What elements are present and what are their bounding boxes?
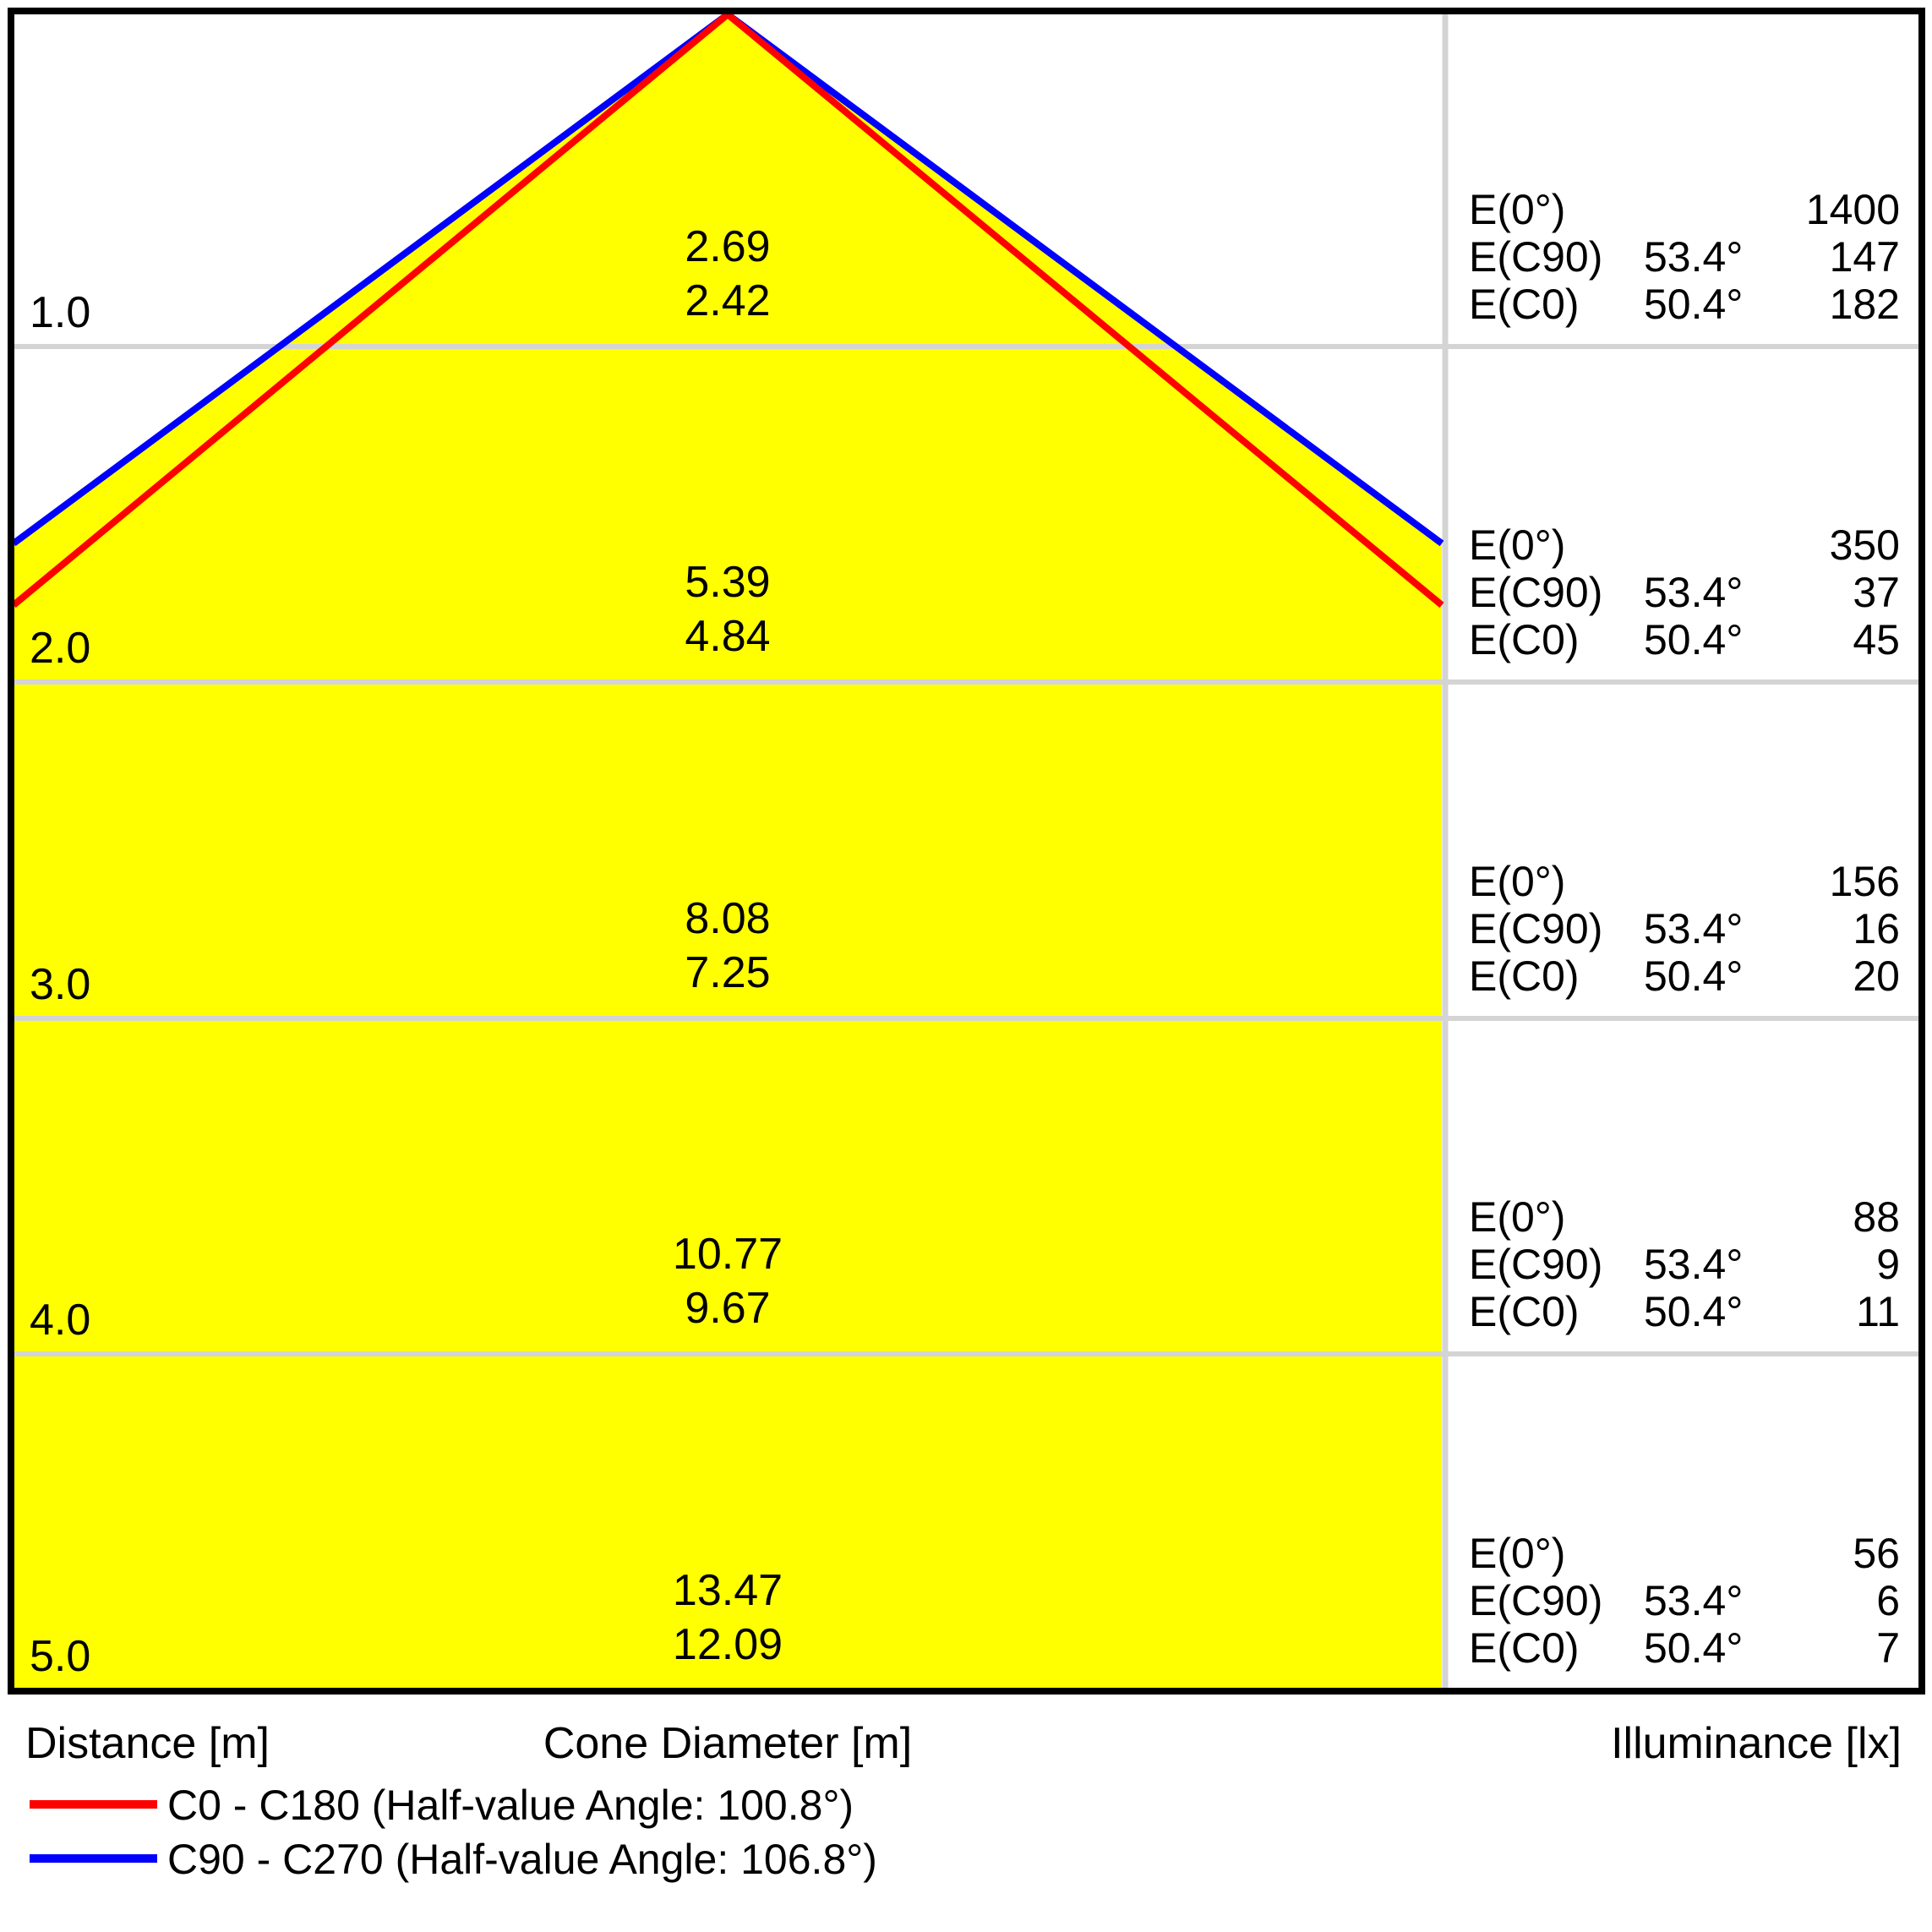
ec0-angle: 50.4°: [1644, 1288, 1744, 1335]
ec0-line: E(C0) 50.4° 20: [1469, 952, 1900, 1000]
e0-line: E(0°) 156: [1469, 858, 1900, 905]
c0-legend-line-icon: [30, 1800, 157, 1809]
c90-legend-swatch: [30, 1854, 157, 1863]
distance-label-4m: 4.0: [30, 1296, 91, 1345]
cone-diameter-values-5m: 13.47 12.09: [673, 1564, 783, 1672]
e0-line: E(0°) 1400: [1469, 186, 1900, 233]
e0-label: E(0°): [1469, 1193, 1566, 1241]
e0-label: E(0°): [1469, 521, 1566, 569]
ec90-label: E(C90): [1469, 233, 1603, 281]
c0-legend-label: C0 - C180 (Half-value Angle: 100.8°): [167, 1782, 854, 1829]
ec90-value: 9: [1876, 1241, 1900, 1288]
ec0-label: E(C0): [1469, 616, 1580, 663]
cone-diameter-c0-1m: 2.42: [685, 276, 771, 325]
ec90-label: E(C90): [1469, 1241, 1603, 1288]
cone-diameter-axis-title: Cone Diameter [m]: [543, 1719, 913, 1768]
e0-line: E(0°) 88: [1469, 1193, 1900, 1241]
ec90-label: E(C90): [1469, 569, 1603, 616]
ec90-angle: 53.4°: [1644, 905, 1744, 952]
cone-diameter-c90-1m: 2.69: [685, 222, 771, 271]
c90-legend-label: C90 - C270 (Half-value Angle: 106.8°): [167, 1836, 877, 1883]
ec0-angle: 50.4°: [1644, 616, 1744, 663]
e0-value: 56: [1853, 1530, 1900, 1577]
ec0-angle: 50.4°: [1644, 281, 1744, 328]
ec90-line: E(C90) 53.4° 16: [1469, 905, 1900, 952]
ec0-value: 45: [1853, 616, 1900, 663]
e0-line: E(0°) 56: [1469, 1530, 1900, 1577]
ec0-label: E(C0): [1469, 952, 1580, 1000]
ec0-line: E(C0) 50.4° 11: [1469, 1288, 1900, 1335]
ec0-line: E(C0) 50.4° 182: [1469, 281, 1900, 328]
distance-label-1m: 1.0: [30, 288, 91, 337]
ec0-value: 7: [1876, 1624, 1900, 1672]
ec90-value: 147: [1829, 233, 1900, 281]
cone-diameter-values-3m: 8.08 7.25: [685, 892, 770, 1000]
cone-diameter-values-1m: 2.69 2.42: [685, 220, 770, 328]
e0-line: E(0°) 350: [1469, 521, 1900, 569]
e0-value: 1400: [1805, 186, 1900, 233]
ec90-angle: 53.4°: [1644, 1577, 1744, 1624]
cone-diameter-values-2m: 5.39 4.84: [685, 555, 770, 663]
illuminance-row-1m: E(0°) 1400 E(C90) 53.4° 147 E(C0) 50.4° …: [1469, 186, 1900, 328]
illuminance-row-4m: E(0°) 88 E(C90) 53.4° 9 E(C0) 50.4° 11: [1469, 1193, 1900, 1335]
ec90-angle: 53.4°: [1644, 233, 1744, 281]
ec0-label: E(C0): [1469, 1624, 1580, 1672]
e0-label: E(0°): [1469, 186, 1566, 233]
cone-diameter-values-4m: 10.77 9.67: [673, 1227, 783, 1335]
ec0-value: 11: [1856, 1288, 1900, 1335]
illuminance-row-3m: E(0°) 156 E(C90) 53.4° 16 E(C0) 50.4° 20: [1469, 858, 1900, 1000]
distance-axis-title: Distance [m]: [25, 1719, 270, 1768]
distance-label-2m: 2.0: [30, 624, 91, 673]
ec90-value: 16: [1853, 905, 1900, 952]
e0-label: E(0°): [1469, 858, 1566, 905]
ec90-line: E(C90) 53.4° 6: [1469, 1577, 1900, 1624]
ec90-line: E(C90) 53.4° 147: [1469, 233, 1900, 281]
c0-legend-swatch: [30, 1800, 157, 1809]
cone-diameter-c0-3m: 7.25: [685, 948, 771, 997]
ec0-line: E(C0) 50.4° 7: [1469, 1624, 1900, 1672]
ec0-value: 182: [1829, 281, 1900, 328]
e0-value: 350: [1829, 521, 1900, 569]
ec90-line: E(C90) 53.4° 37: [1469, 569, 1900, 616]
ec90-label: E(C90): [1469, 905, 1603, 952]
ec90-angle: 53.4°: [1644, 1241, 1744, 1288]
distance-label-3m: 3.0: [30, 960, 91, 1009]
light-cone-fill: [14, 14, 1442, 1688]
table-border: [8, 8, 1925, 1695]
ec90-value: 37: [1853, 569, 1900, 616]
ec0-angle: 50.4°: [1644, 1624, 1744, 1672]
illuminance-row-2m: E(0°) 350 E(C90) 53.4° 37 E(C0) 50.4° 45: [1469, 521, 1900, 663]
ec90-angle: 53.4°: [1644, 569, 1744, 616]
c90-legend-line-icon: [30, 1854, 157, 1863]
ec90-label: E(C90): [1469, 1577, 1603, 1624]
illuminance-axis-title: Illuminance [lx]: [1611, 1719, 1902, 1768]
cone-diameter-c90-2m: 5.39: [685, 558, 771, 607]
e0-value: 88: [1853, 1193, 1900, 1241]
cone-diameter-c90-5m: 13.47: [672, 1566, 783, 1615]
e0-value: 156: [1829, 858, 1900, 905]
cone-diameter-c0-4m: 9.67: [685, 1284, 771, 1333]
e0-label: E(0°): [1469, 1530, 1566, 1577]
ec0-label: E(C0): [1469, 1288, 1580, 1335]
ec0-angle: 50.4°: [1644, 952, 1744, 1000]
cone-diameter-c0-5m: 12.09: [672, 1620, 783, 1669]
ec0-label: E(C0): [1469, 281, 1580, 328]
ec0-line: E(C0) 50.4° 45: [1469, 616, 1900, 663]
cone-diameter-c0-2m: 4.84: [685, 612, 771, 661]
ec90-value: 6: [1876, 1577, 1900, 1624]
cone-diameter-c90-3m: 8.08: [685, 894, 771, 943]
distance-label-5m: 5.0: [30, 1632, 91, 1681]
ec0-value: 20: [1853, 952, 1900, 1000]
cone-diameter-c90-4m: 10.77: [672, 1230, 783, 1279]
illuminance-row-5m: E(0°) 56 E(C90) 53.4° 6 E(C0) 50.4° 7: [1469, 1530, 1900, 1672]
ec90-line: E(C90) 53.4° 9: [1469, 1241, 1900, 1288]
